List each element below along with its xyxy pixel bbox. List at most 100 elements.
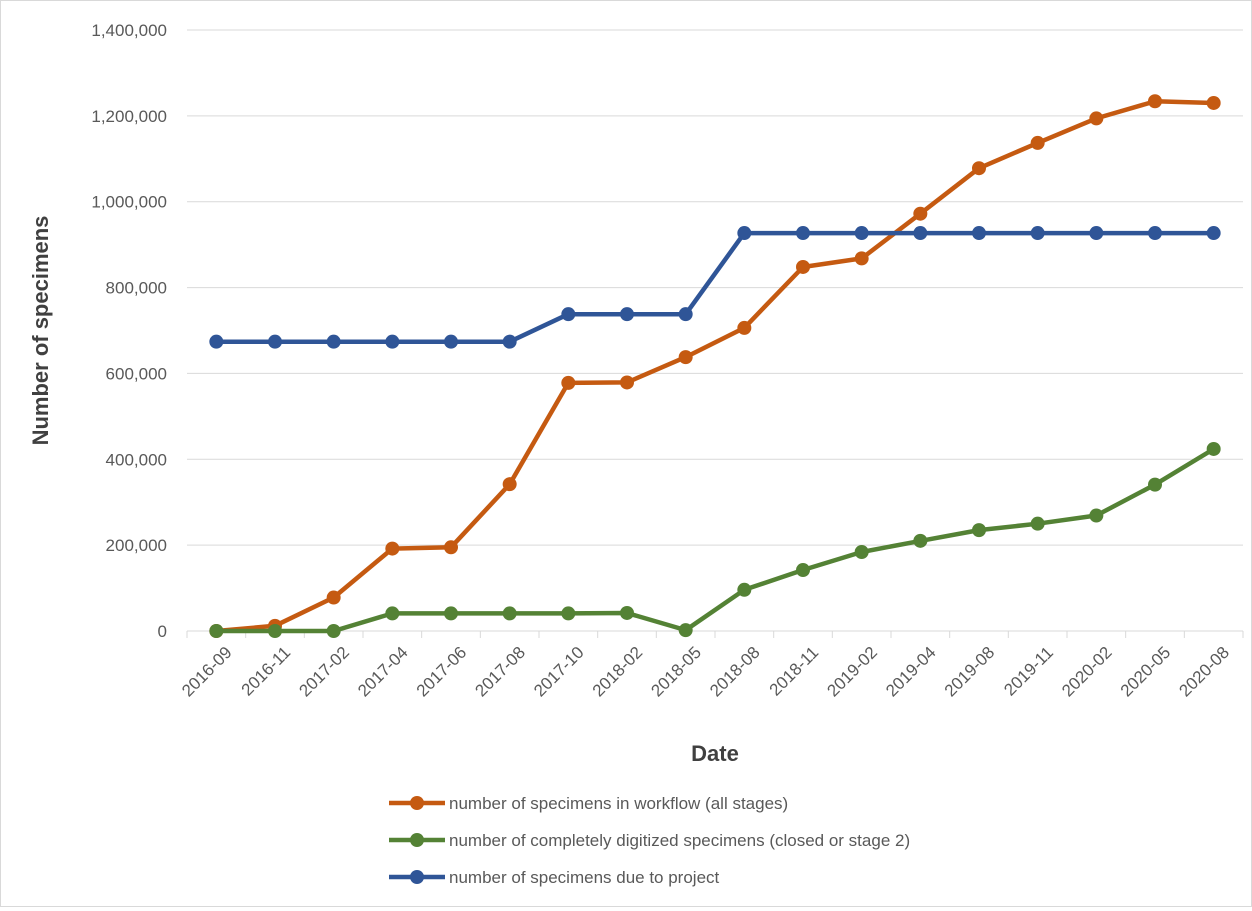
series-1 xyxy=(209,94,1221,638)
legend-swatch-marker xyxy=(410,796,424,810)
legend-label: number of completely digitized specimens… xyxy=(449,831,910,850)
x-tick-label: 2019-11 xyxy=(1000,643,1057,700)
x-tick-label: 2018-05 xyxy=(647,643,705,701)
data-point xyxy=(1206,95,1221,110)
data-point xyxy=(444,606,458,621)
x-tick-label: 2017-02 xyxy=(295,643,353,701)
data-point xyxy=(1148,226,1162,241)
data-point xyxy=(796,563,810,578)
data-point xyxy=(209,624,224,638)
data-point xyxy=(1089,226,1104,241)
data-point xyxy=(620,375,634,390)
series-line xyxy=(216,230,1214,344)
data-point xyxy=(326,624,341,638)
legend-label: number of specimens in workflow (all sta… xyxy=(449,794,788,813)
series-line xyxy=(216,99,1214,634)
data-point xyxy=(385,541,400,556)
x-tick-label: 2017-08 xyxy=(471,643,529,701)
data-point xyxy=(444,334,458,349)
data-point xyxy=(385,606,400,621)
data-point xyxy=(796,259,810,274)
legend-entry: number of completely digitized specimens… xyxy=(389,831,910,850)
data-point xyxy=(972,226,986,241)
data-point xyxy=(502,477,517,492)
data-point xyxy=(737,226,752,241)
data-point xyxy=(796,226,810,241)
data-point xyxy=(678,350,693,365)
data-point xyxy=(913,226,928,241)
data-point xyxy=(1206,226,1221,241)
y-tick-label: 800,000 xyxy=(106,279,167,298)
data-point xyxy=(620,605,634,620)
x-tick-label: 2020-02 xyxy=(1058,643,1116,701)
legend-entry: number of specimens due to project xyxy=(389,868,720,887)
y-tick-label: 200,000 xyxy=(106,536,167,555)
data-point xyxy=(972,523,986,538)
data-point xyxy=(678,307,693,322)
axes: 0 200,000 400,000 600,000 800,000 1,000,000 1,… xyxy=(91,21,1244,701)
y-tick-label: 1,200,000 xyxy=(91,107,167,126)
x-tick-label: 2017-06 xyxy=(413,643,471,701)
data-point xyxy=(502,334,517,349)
data-point xyxy=(1206,441,1221,456)
data-point xyxy=(385,334,400,349)
data-point xyxy=(620,307,634,322)
data-point xyxy=(326,590,341,605)
x-tick-label: 2017-04 xyxy=(354,643,412,701)
y-tick-label: 1,000,000 xyxy=(91,193,167,212)
data-point xyxy=(1030,226,1045,241)
gridlines xyxy=(187,29,1243,546)
x-tick-label: 2017-10 xyxy=(530,643,588,701)
series-3 xyxy=(209,226,1221,349)
legend-swatch-marker xyxy=(410,833,424,847)
data-point xyxy=(1148,477,1162,492)
data-point xyxy=(444,540,458,555)
data-point xyxy=(913,206,928,221)
y-axis-title: Number of specimens xyxy=(28,216,53,446)
legend-swatch-marker xyxy=(410,870,424,884)
data-point xyxy=(326,334,341,349)
data-point xyxy=(1089,508,1104,523)
x-tick-label: 2019-04 xyxy=(882,643,940,701)
y-tick-label: 0 xyxy=(158,622,167,641)
data-point xyxy=(502,606,517,621)
legend-entry: number of specimens in workflow (all sta… xyxy=(389,794,788,813)
y-tick-label: 400,000 xyxy=(106,450,167,469)
x-tick-label: 2020-08 xyxy=(1175,643,1233,701)
data-point xyxy=(1030,516,1045,531)
x-tick-label: 2019-02 xyxy=(823,643,881,701)
data-point xyxy=(561,307,576,322)
x-tick-label: 2019-08 xyxy=(941,643,999,701)
data-point xyxy=(972,161,986,176)
data-point xyxy=(854,226,869,241)
data-point xyxy=(1030,135,1045,150)
data-point xyxy=(678,623,693,638)
series-line xyxy=(216,447,1215,634)
y-tick-label: 600,000 xyxy=(106,364,167,383)
data-point xyxy=(737,320,752,335)
x-tick-label: 2016-09 xyxy=(178,643,236,701)
data-point xyxy=(854,251,869,266)
data-point xyxy=(561,606,576,621)
x-tick-label: 2016-11 xyxy=(238,643,295,700)
legend: number of specimens in workflow (all sta… xyxy=(389,794,910,887)
series-2 xyxy=(209,441,1221,638)
x-tick-label: 2018-02 xyxy=(589,643,647,701)
data-point xyxy=(268,334,282,349)
data-point xyxy=(854,545,869,560)
x-axis-title: Date xyxy=(691,741,739,766)
data-point xyxy=(268,624,282,638)
x-tick-label: 2018-11 xyxy=(766,643,823,700)
series-lines xyxy=(209,94,1221,638)
x-tick-label: 2020-05 xyxy=(1117,643,1175,701)
legend-label: number of specimens due to project xyxy=(449,868,720,887)
data-point xyxy=(561,375,576,390)
y-tick-label: 1,400,000 xyxy=(91,21,167,40)
data-point xyxy=(737,582,752,597)
data-point xyxy=(913,533,928,548)
data-point xyxy=(1148,94,1162,109)
data-point xyxy=(209,334,224,349)
data-point xyxy=(1089,111,1104,126)
